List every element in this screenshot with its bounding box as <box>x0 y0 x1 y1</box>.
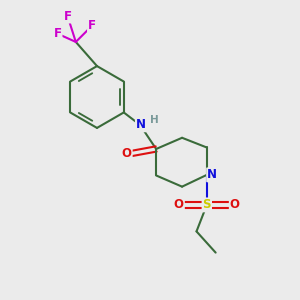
Text: F: F <box>64 10 72 22</box>
Text: N: N <box>207 168 217 182</box>
Text: O: O <box>174 198 184 212</box>
Text: F: F <box>53 27 62 40</box>
Text: O: O <box>230 198 240 212</box>
Text: N: N <box>136 118 146 131</box>
Text: O: O <box>122 147 132 160</box>
Text: H: H <box>150 116 159 125</box>
Text: S: S <box>202 198 211 212</box>
Text: F: F <box>88 19 96 32</box>
